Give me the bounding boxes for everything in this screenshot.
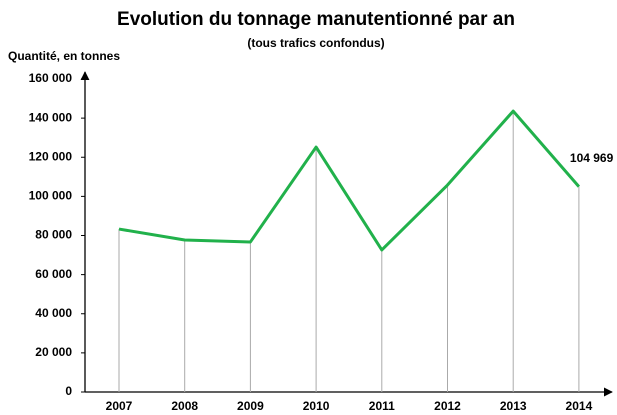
- x-tick-label: 2011: [369, 399, 395, 413]
- data-line: [118, 109, 581, 252]
- x-tick-label: 2013: [500, 399, 527, 413]
- chart-title: Evolution du tonnage manutentionné par a…: [117, 9, 515, 30]
- y-tick-label: 80 000: [35, 228, 72, 242]
- y-tick-label: 60 000: [35, 267, 72, 281]
- y-tick-label: 140 000: [29, 110, 73, 124]
- y-tick-label: 20 000: [35, 345, 72, 359]
- x-tick-label: 2010: [303, 399, 330, 413]
- y-tick-label: 120 000: [29, 149, 73, 163]
- x-tick-label: 2008: [171, 399, 198, 413]
- y-tick-label: 40 000: [35, 306, 72, 320]
- y-tick-label: 100 000: [29, 189, 73, 203]
- y-axis-label: Quantité, en tonnes: [8, 49, 120, 63]
- x-tick-label: 2014: [566, 399, 593, 413]
- x-tick-label: 2009: [237, 399, 264, 413]
- x-tick-label: 2012: [434, 399, 461, 413]
- y-tick-label: 0: [65, 384, 72, 398]
- chart-subtitle: (tous trafics confondus): [247, 36, 384, 50]
- x-tick-label: 2007: [106, 399, 133, 413]
- data-label: 104 969: [570, 151, 614, 165]
- y-tick-label: 160 000: [29, 71, 73, 85]
